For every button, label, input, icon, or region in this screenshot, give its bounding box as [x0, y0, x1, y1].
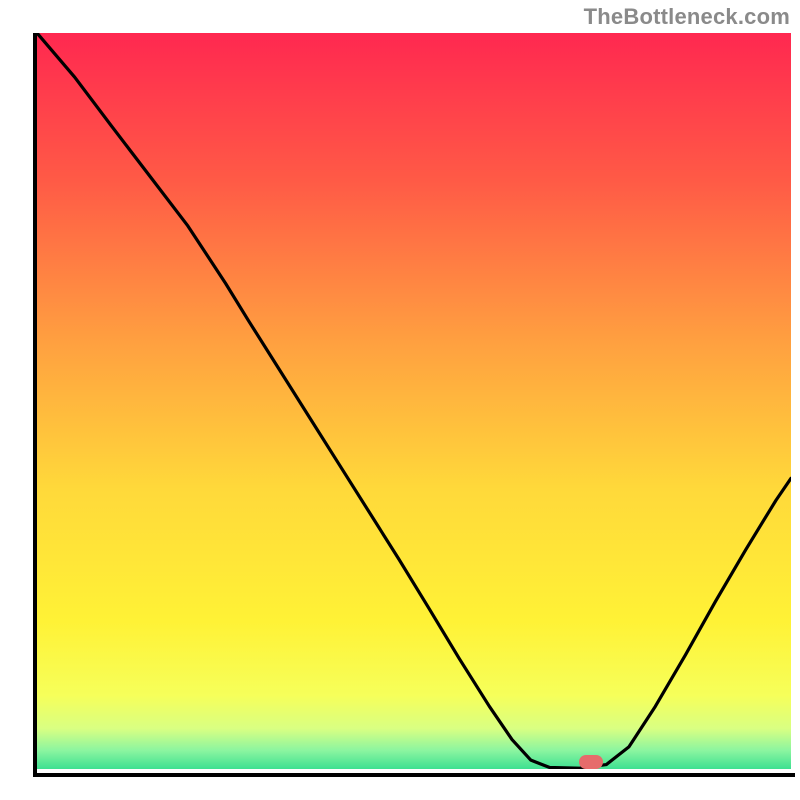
watermark-text: TheBottleneck.com: [584, 4, 790, 30]
plot-area: [33, 33, 795, 777]
optimum-marker: [579, 755, 603, 769]
bottleneck-curve: [37, 33, 791, 769]
chart-container: TheBottleneck.com: [0, 0, 800, 800]
